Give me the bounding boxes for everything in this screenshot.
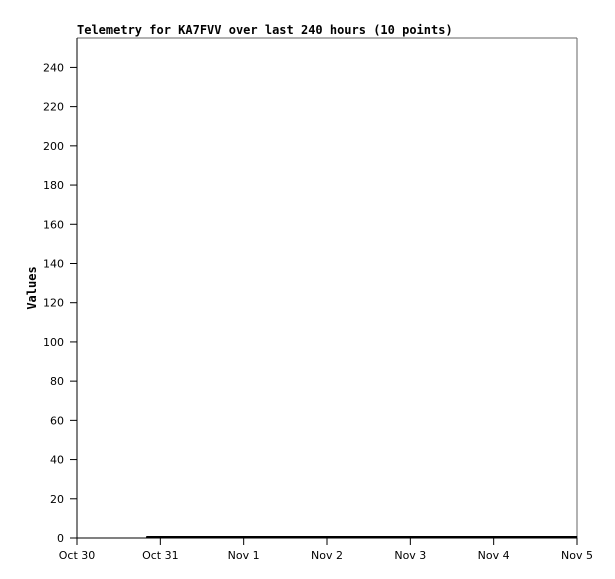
y-tick-label: 180	[43, 179, 64, 192]
x-tick-label: Nov 1	[228, 549, 260, 562]
x-tick-label: Oct 30	[59, 549, 96, 562]
y-axis-label: Values	[25, 266, 39, 309]
data-point	[194, 536, 196, 538]
y-tick-label: 80	[50, 375, 64, 388]
data-point	[340, 536, 342, 538]
x-tick-label: Nov 2	[311, 549, 343, 562]
data-point	[534, 536, 536, 538]
data-point	[576, 536, 578, 538]
x-tick-label: Oct 31	[142, 549, 179, 562]
y-tick-label: 160	[43, 218, 64, 231]
x-tick-label: Nov 3	[394, 549, 426, 562]
y-tick-label: 140	[43, 257, 64, 270]
data-point	[145, 536, 147, 538]
y-tick-label: 240	[43, 61, 64, 74]
data-point	[291, 536, 293, 538]
y-tick-label: 40	[50, 454, 64, 467]
data-point	[437, 536, 439, 538]
y-tick-label: 120	[43, 297, 64, 310]
y-tick-label: 60	[50, 414, 64, 427]
data-point	[243, 536, 245, 538]
y-tick-label: 0	[57, 532, 64, 545]
y-tick-label: 200	[43, 140, 64, 153]
y-tick-label: 220	[43, 101, 64, 114]
x-tick-label: Nov 5	[561, 549, 593, 562]
chart-title: Telemetry for KA7FVV over last 240 hours…	[77, 23, 453, 37]
y-tick-label: 100	[43, 336, 64, 349]
x-tick-label: Nov 4	[478, 549, 510, 562]
y-tick-label: 20	[50, 493, 64, 506]
data-point	[389, 536, 390, 538]
data-point	[486, 536, 488, 538]
